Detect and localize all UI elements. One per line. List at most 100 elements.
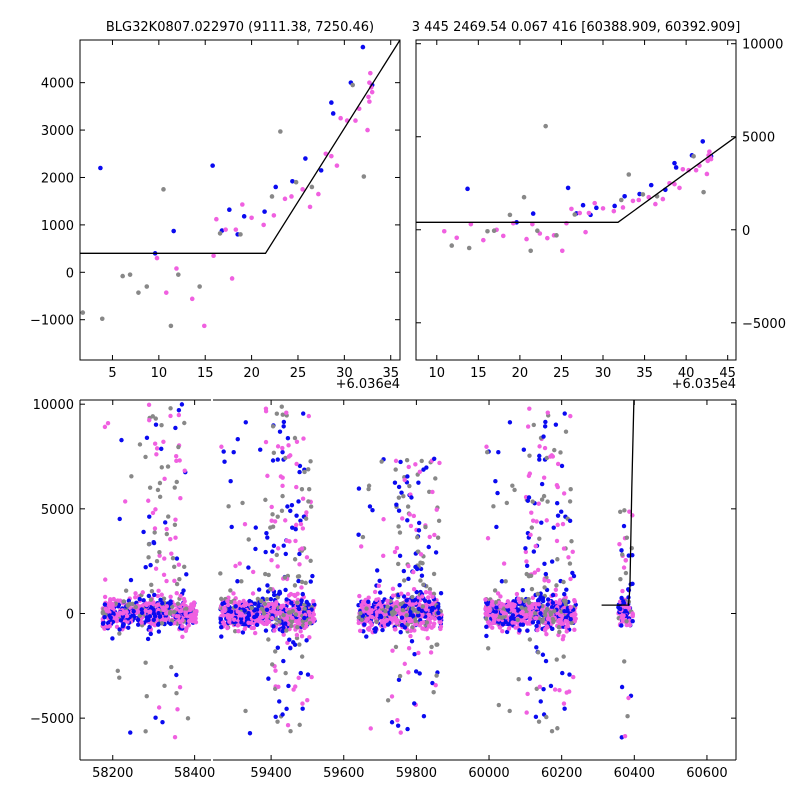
- bottom-point: [160, 601, 165, 606]
- bottom-point: [431, 623, 436, 629]
- bottom-point: [392, 480, 398, 485]
- bottom-point: [244, 615, 250, 621]
- bottom-point: [516, 676, 521, 682]
- bottom-point: [420, 594, 425, 599]
- top-left-point: [368, 70, 373, 76]
- bottom-point: [147, 417, 152, 423]
- bottom-point: [425, 595, 431, 600]
- bottom-point: [147, 624, 152, 630]
- bottom-point: [375, 568, 380, 573]
- bottom-point: [227, 609, 232, 614]
- bottom-point: [156, 607, 161, 613]
- bottom-point: [263, 497, 268, 503]
- bottom-point: [131, 609, 136, 614]
- bottom-point: [303, 516, 309, 521]
- bottom-point: [174, 591, 179, 596]
- bottom-point: [405, 726, 410, 732]
- bottom-point: [528, 573, 534, 579]
- bottom-point: [395, 717, 400, 723]
- bottom-point: [566, 555, 571, 560]
- bottom-point: [507, 420, 513, 425]
- bottom-point: [123, 499, 128, 504]
- top-right-point: [468, 221, 474, 227]
- top-left-point: [197, 284, 202, 289]
- bottom-point: [543, 609, 548, 614]
- bottom-point: [233, 563, 238, 569]
- bottom-point: [630, 552, 635, 558]
- bottom-point: [404, 613, 409, 618]
- bottom-point: [627, 605, 632, 610]
- bottom-point: [184, 572, 189, 577]
- bottom-point: [273, 714, 278, 719]
- bottom-point: [396, 561, 401, 567]
- bottom-point: [286, 610, 292, 615]
- bottom-point: [484, 633, 489, 639]
- bottom-point: [105, 608, 111, 613]
- bottom-point: [225, 599, 230, 604]
- bottom-point: [423, 607, 429, 612]
- bottom-point: [408, 628, 414, 633]
- bottom-point: [271, 592, 277, 598]
- bottom-point: [156, 705, 162, 710]
- bottom-point: [148, 597, 154, 602]
- bottom-point: [434, 507, 439, 512]
- bottom-point: [159, 592, 164, 597]
- bottom-point: [538, 611, 543, 616]
- bottom-point: [253, 546, 258, 552]
- bottom-point: [557, 601, 562, 606]
- bottom-point: [630, 611, 635, 616]
- bottom-point: [190, 606, 195, 611]
- bottom-point: [556, 625, 562, 630]
- top-right-point: [622, 193, 627, 199]
- bottom-point: [168, 536, 173, 542]
- bottom-point: [144, 694, 149, 699]
- bottom-point: [168, 609, 173, 615]
- top-right-point: [701, 189, 706, 195]
- top-left-point: [161, 187, 166, 192]
- bottom-point: [159, 621, 165, 626]
- bottom-point: [496, 450, 501, 455]
- bottom-point: [235, 436, 240, 442]
- bottom-point: [567, 518, 573, 524]
- bottom-point: [392, 549, 398, 555]
- top-left-point: [262, 209, 267, 214]
- bottom-point: [123, 588, 129, 593]
- bottom-point: [544, 624, 550, 629]
- bottom-point: [397, 582, 402, 588]
- bottom-point: [170, 555, 176, 561]
- top-right-x-offset-label: +6.035e4: [672, 377, 736, 392]
- bottom-point: [155, 622, 161, 627]
- bottom-point: [240, 630, 246, 635]
- top-right-point: [554, 233, 559, 238]
- bottom-point: [405, 474, 410, 479]
- bottom-point: [145, 636, 151, 642]
- top-right-point: [680, 167, 686, 172]
- bottom-point: [554, 583, 559, 588]
- bottom-point: [544, 631, 549, 637]
- bottom-point: [408, 609, 413, 615]
- bottom-point: [562, 591, 567, 597]
- bottom-point: [291, 687, 296, 692]
- bottom-point: [133, 604, 139, 610]
- bottom-point: [279, 605, 284, 610]
- bottom-point: [299, 585, 304, 590]
- bottom-point: [136, 622, 141, 627]
- bottom-point: [569, 539, 574, 544]
- bottom-point: [165, 464, 171, 469]
- bottom-point: [389, 694, 395, 699]
- bottom-point: [177, 576, 182, 582]
- bottom-point: [266, 603, 271, 608]
- bottom-point: [374, 610, 380, 615]
- bottom-point: [394, 502, 399, 507]
- bottom-point: [370, 508, 375, 513]
- bottom-point: [218, 617, 223, 622]
- bottom-point: [623, 608, 628, 614]
- bottom-point: [541, 493, 547, 499]
- bottom-point: [174, 581, 180, 587]
- bottom-point: [151, 617, 156, 623]
- bottom-point: [219, 444, 224, 449]
- bottom-point: [172, 734, 178, 740]
- bottom-point: [568, 617, 573, 622]
- bottom-point: [302, 469, 307, 475]
- bottom-point: [529, 525, 534, 530]
